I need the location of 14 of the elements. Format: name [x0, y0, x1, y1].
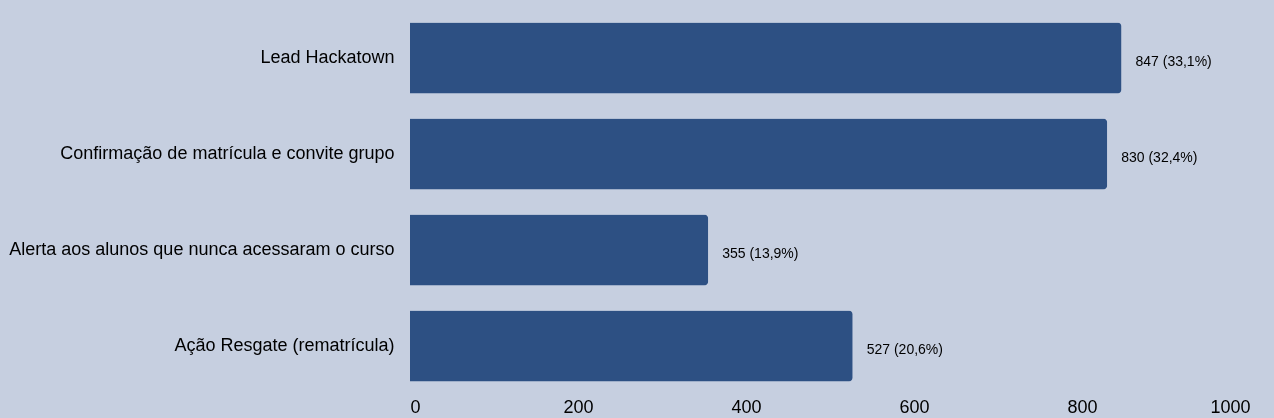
y-tick-label: Ação Resgate (rematrícula) [174, 335, 395, 355]
data-label: 830 (32,4%) [1121, 149, 1198, 165]
x-tick-label: 1000 [1210, 396, 1251, 417]
x-tick-label: 0 [410, 396, 421, 417]
x-tick-label: 600 [899, 396, 930, 417]
x-tick-label: 400 [731, 396, 762, 417]
y-tick-label: Alerta aos alunos que nunca acessaram o curso [9, 239, 395, 259]
x-tick-label: 800 [1067, 396, 1098, 417]
y-tick-label: Lead Hackatown [260, 47, 395, 67]
data-label: 527 (20,6%) [866, 341, 943, 357]
data-label: 355 (13,9%) [722, 245, 799, 261]
y-tick-label: Confirmação de matrícula e convite grupo [60, 143, 395, 163]
x-tick-label: 200 [563, 396, 594, 417]
data-label: 847 (33,1%) [1135, 53, 1212, 69]
